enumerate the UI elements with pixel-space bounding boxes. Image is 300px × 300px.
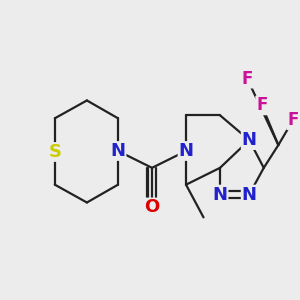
Text: O: O <box>144 199 160 217</box>
Text: N: N <box>110 142 125 160</box>
Text: S: S <box>48 143 61 161</box>
Text: F: F <box>287 111 298 129</box>
Text: N: N <box>242 186 257 204</box>
Text: F: F <box>256 96 268 114</box>
Text: N: N <box>178 142 194 160</box>
Text: N: N <box>242 131 257 149</box>
Text: F: F <box>242 70 253 88</box>
Text: N: N <box>212 186 227 204</box>
